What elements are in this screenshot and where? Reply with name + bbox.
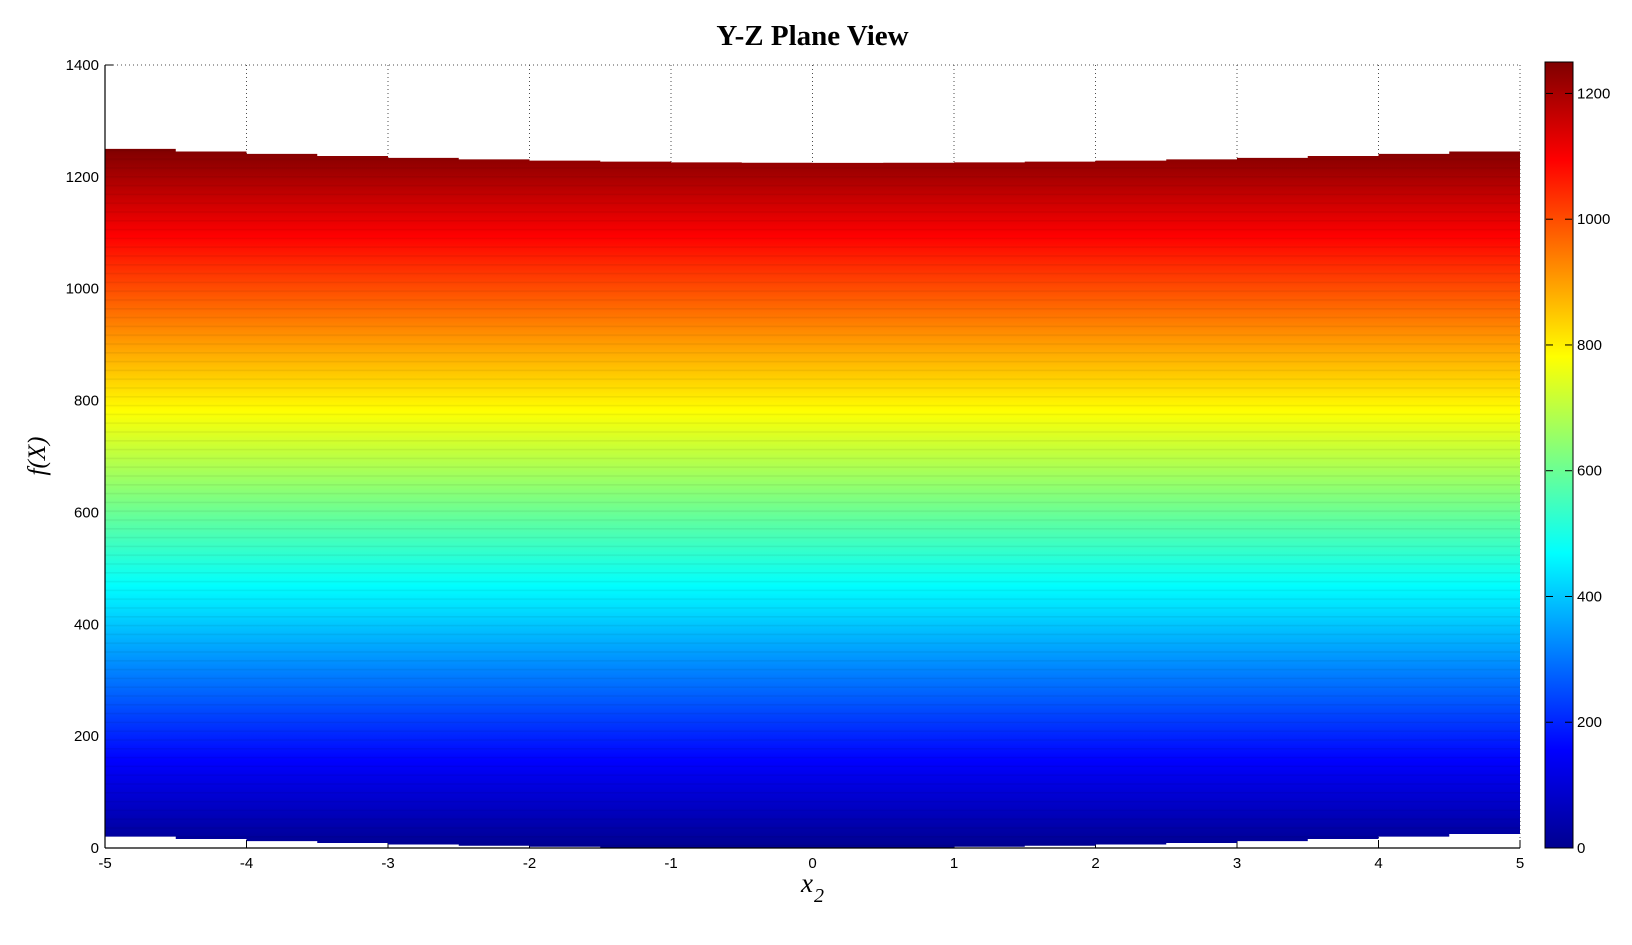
x-axis-label: x2 bbox=[105, 868, 1520, 907]
y-tick-label: 1200 bbox=[66, 169, 99, 186]
y-tick-label: 200 bbox=[74, 728, 99, 745]
y-tick-labels: 0 200 400 600 800 1000 1200 1400 bbox=[66, 57, 99, 857]
y-tick-label: 800 bbox=[74, 393, 99, 410]
y-tick-label: 400 bbox=[74, 616, 99, 633]
x-tick-label: 3 bbox=[1233, 855, 1241, 872]
chart-title: Y-Z Plane View bbox=[716, 20, 909, 52]
x-tick-label: 2 bbox=[1091, 855, 1099, 872]
colorbar-tick-label: 1000 bbox=[1577, 211, 1610, 228]
y-tick-label: 0 bbox=[91, 840, 99, 857]
colorbar-tick-label: 200 bbox=[1577, 714, 1602, 731]
colorbar bbox=[1544, 61, 1574, 849]
x-tick-label: 1 bbox=[950, 855, 958, 872]
colorbar-tick-labels: 0 200 400 600 800 1000 1200 bbox=[1577, 85, 1610, 857]
x-tick-label: 4 bbox=[1374, 855, 1382, 872]
y-tick-label: 1000 bbox=[66, 281, 99, 298]
x-tick-label: 0 bbox=[808, 855, 816, 872]
x-axis-label-base: x bbox=[801, 868, 813, 898]
colorbar-tick-label: 400 bbox=[1577, 588, 1602, 605]
x-tick-label: -4 bbox=[240, 855, 253, 872]
y-tick-label: 600 bbox=[74, 504, 99, 521]
colorbar-ticks bbox=[1546, 92, 1572, 849]
mesh-banding-overlay bbox=[105, 148, 1520, 849]
x-tick-label: 5 bbox=[1516, 855, 1524, 872]
x-axis-label-subscript: 2 bbox=[813, 885, 824, 907]
axis-lines bbox=[104, 65, 1520, 849]
x-tick-label: -1 bbox=[664, 855, 677, 872]
y-tick-label: 1400 bbox=[66, 57, 99, 74]
x-tick-label: -5 bbox=[98, 855, 111, 872]
x-tick-label: -3 bbox=[381, 855, 394, 872]
colorbar-tick-label: 1200 bbox=[1577, 85, 1610, 102]
x-tick-label: -2 bbox=[523, 855, 536, 872]
colorbar-tick-label: 0 bbox=[1577, 840, 1585, 857]
x-tick-labels: -5 -4 -3 -2 -1 0 1 2 3 4 5 bbox=[98, 855, 1524, 872]
colorbar-tick-label: 800 bbox=[1577, 337, 1602, 354]
colorbar-tick-label: 600 bbox=[1577, 463, 1602, 480]
